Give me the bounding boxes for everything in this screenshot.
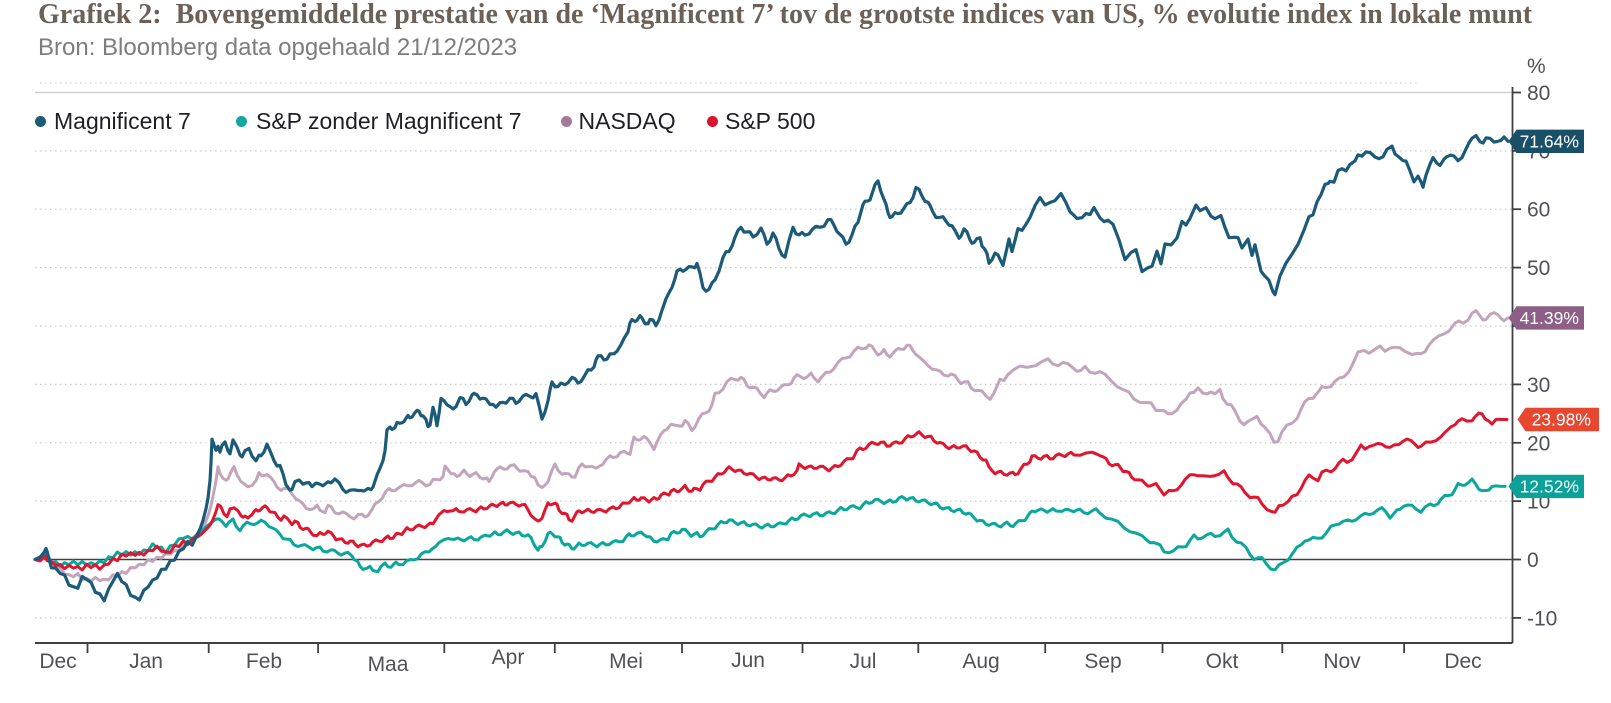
svg-text:Feb: Feb xyxy=(246,650,282,673)
svg-text:71.64%: 71.64% xyxy=(1520,131,1579,151)
svg-text:%: % xyxy=(1527,55,1546,78)
svg-text:-10: -10 xyxy=(1527,607,1557,630)
svg-text:12.52%: 12.52% xyxy=(1520,476,1579,496)
svg-text:0: 0 xyxy=(1527,549,1539,572)
svg-text:Mei: Mei xyxy=(609,650,643,673)
svg-text:23.98%: 23.98% xyxy=(1532,410,1591,430)
svg-text:Jan: Jan xyxy=(129,650,163,673)
svg-text:Maa: Maa xyxy=(368,653,409,676)
svg-text:30: 30 xyxy=(1527,374,1550,397)
svg-text:Sep: Sep xyxy=(1084,650,1121,673)
svg-text:Aug: Aug xyxy=(962,650,999,673)
svg-text:80: 80 xyxy=(1527,82,1550,105)
svg-text:Dec: Dec xyxy=(1444,650,1481,673)
svg-text:41.39%: 41.39% xyxy=(1520,308,1579,328)
svg-text:Okt: Okt xyxy=(1206,650,1239,673)
svg-text:60: 60 xyxy=(1527,199,1550,222)
svg-text:Dec: Dec xyxy=(39,650,76,673)
svg-text:Apr: Apr xyxy=(492,646,525,669)
svg-text:Nov: Nov xyxy=(1323,650,1361,673)
svg-text:50: 50 xyxy=(1527,257,1550,280)
svg-text:Jul: Jul xyxy=(850,650,877,673)
svg-text:Jun: Jun xyxy=(731,649,765,672)
svg-text:20: 20 xyxy=(1527,432,1550,455)
